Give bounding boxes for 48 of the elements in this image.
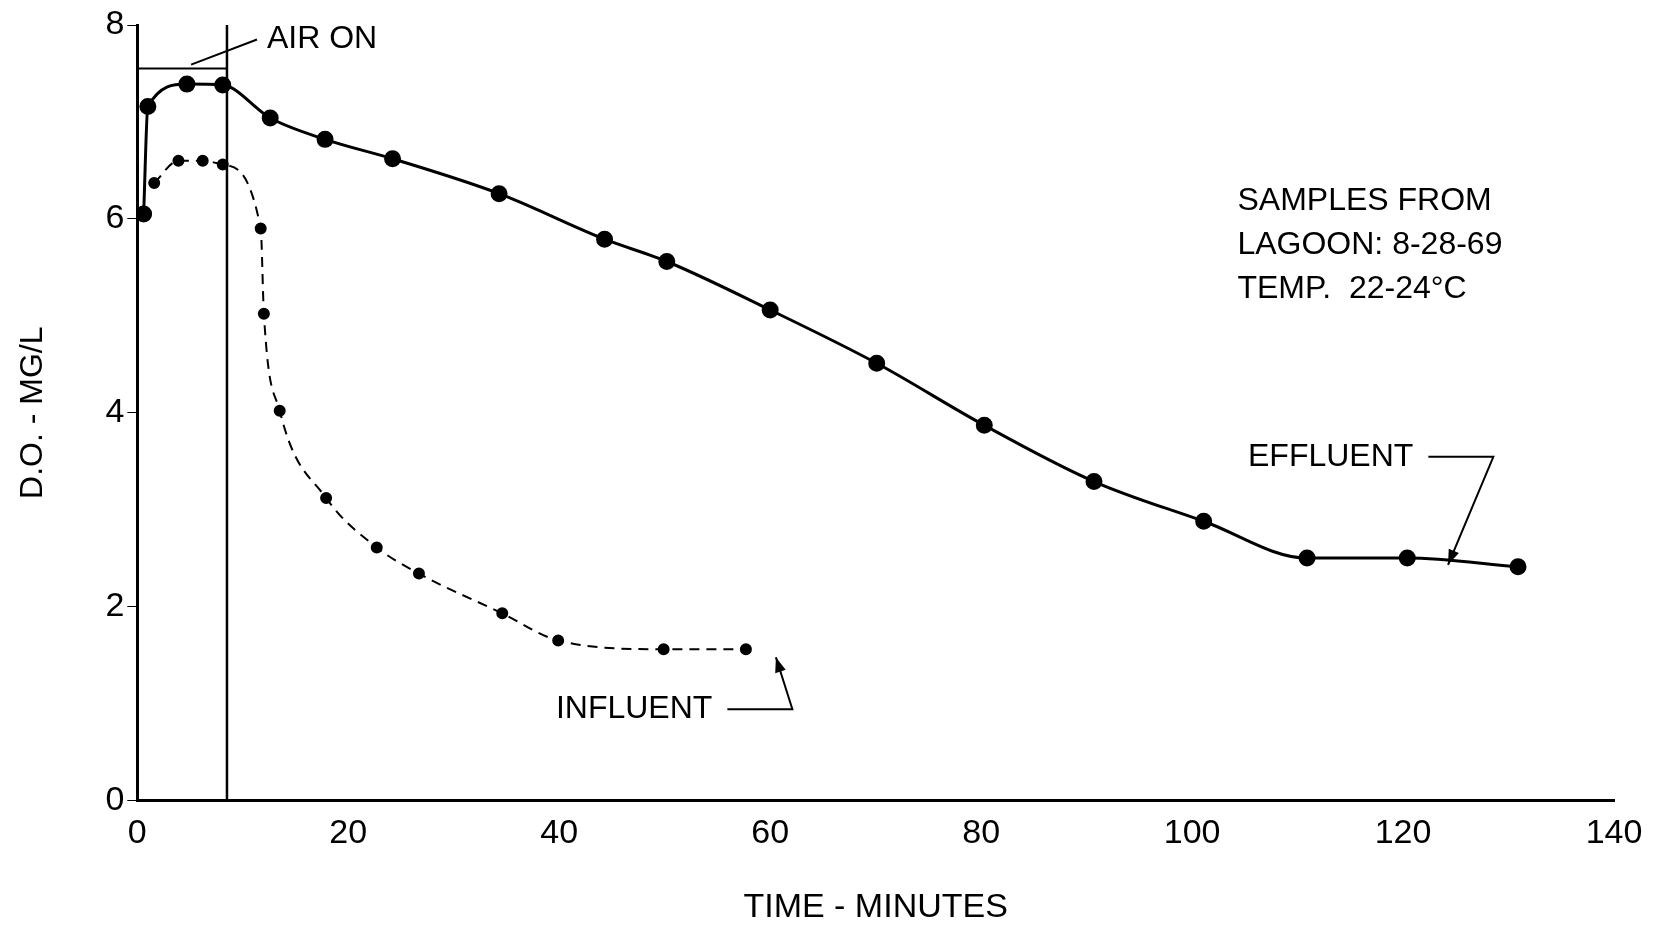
x-tick-label: 100 (1163, 812, 1221, 851)
point (975, 416, 993, 434)
x-tick-label: 140 (1585, 812, 1643, 851)
point (412, 567, 425, 580)
point (316, 130, 334, 148)
point (261, 109, 279, 127)
y-tick-label: 0 (105, 778, 125, 817)
point (1509, 558, 1527, 576)
x-axis-title: TIME - MINUTES (743, 885, 1008, 924)
point (658, 253, 676, 270)
point (384, 150, 402, 168)
point (868, 354, 886, 372)
point (172, 154, 185, 167)
y-tick-label: 2 (105, 584, 125, 623)
point (273, 404, 286, 417)
series-label: EFFLUENT (1248, 436, 1414, 473)
x-tick-label: 60 (751, 812, 790, 851)
point (148, 176, 161, 189)
ref-line-label: AIR ON (266, 19, 378, 56)
point (657, 643, 670, 656)
point (1195, 512, 1213, 530)
y-axis-title: D.O. - MG/L (13, 326, 50, 499)
point (257, 307, 270, 320)
point (320, 491, 333, 504)
point (1398, 549, 1416, 567)
point (196, 154, 209, 167)
x-tick-label: 40 (540, 812, 579, 851)
x-tick-label: 20 (329, 812, 368, 851)
point (496, 607, 509, 620)
point (761, 301, 779, 319)
point (739, 643, 752, 656)
point (490, 185, 508, 203)
point (178, 75, 196, 93)
point (1298, 549, 1316, 567)
annotation: SAMPLES FROM LAGOON: 8-28-69 TEMP. 22-24°C (1237, 180, 1503, 305)
y-tick-label: 4 (105, 391, 125, 430)
point (254, 222, 267, 235)
y-tick-label: 6 (105, 197, 125, 236)
point (370, 541, 383, 554)
point (596, 230, 614, 248)
y-tick-label: 8 (105, 3, 125, 42)
point (137, 205, 153, 223)
series-label: INFLUENT (555, 689, 713, 726)
x-tick-label: 120 (1374, 812, 1432, 851)
point (552, 634, 565, 647)
x-tick-label: 80 (962, 812, 1001, 851)
point (1085, 473, 1103, 491)
point (139, 97, 157, 115)
